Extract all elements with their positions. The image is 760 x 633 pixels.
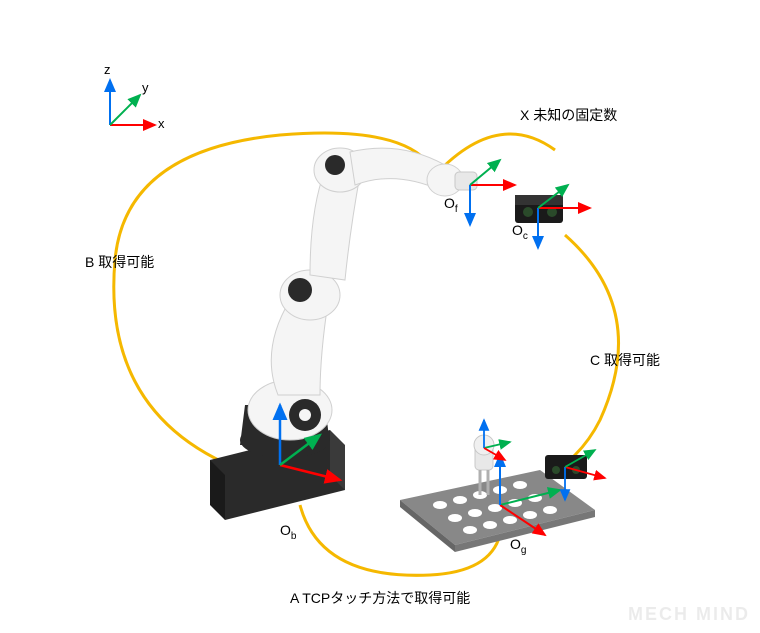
label-oc: Oc — [512, 222, 528, 242]
label-b: B 取得可能 — [85, 252, 154, 272]
label-of: Of — [444, 195, 458, 215]
robot-arm — [210, 148, 477, 520]
label-a: A TCPタッチ方法で取得可能 — [290, 588, 470, 608]
frame-of — [470, 160, 515, 225]
axis-y-label: y — [142, 80, 149, 95]
axis-z-label: z — [104, 62, 111, 77]
curve-x — [440, 134, 555, 170]
label-c: C 取得可能 — [590, 350, 660, 370]
axis-x-label: x — [158, 116, 165, 131]
label-og: Og — [510, 536, 526, 556]
label-x-unknown: X 未知の固定数 — [520, 105, 617, 125]
diagram-scene — [0, 0, 760, 633]
watermark: MECH MIND — [628, 604, 750, 625]
label-ob: Ob — [280, 522, 296, 542]
